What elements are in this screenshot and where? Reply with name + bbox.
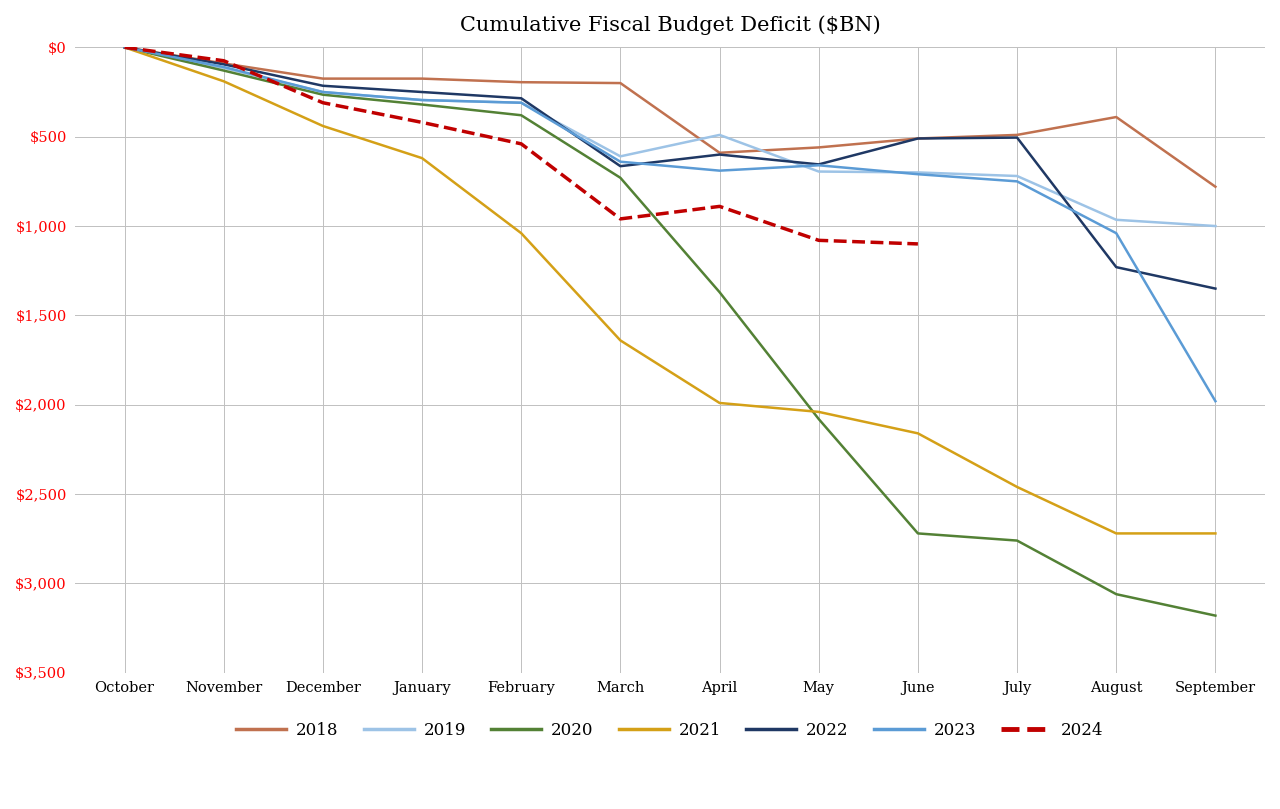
2022: [910, 133, 925, 143]
2023: [116, 43, 132, 53]
2019: [613, 151, 628, 161]
2022: [216, 60, 232, 70]
2020: [613, 173, 628, 183]
2023: [910, 169, 925, 179]
2019: [1108, 215, 1124, 225]
2022: [315, 81, 330, 91]
2023: [812, 160, 827, 170]
2021: [613, 336, 628, 345]
2023: [1108, 228, 1124, 238]
2019: [1010, 172, 1025, 181]
2018: [315, 74, 330, 83]
2021: [812, 407, 827, 417]
2021: [910, 429, 925, 438]
Title: Cumulative Fiscal Budget Deficit ($BN): Cumulative Fiscal Budget Deficit ($BN): [460, 15, 881, 35]
2019: [415, 95, 430, 105]
2020: [1010, 536, 1025, 545]
2020: [513, 110, 529, 120]
2019: [712, 130, 727, 140]
2019: [116, 43, 132, 53]
2022: [712, 150, 727, 159]
2018: [712, 148, 727, 158]
2022: [1108, 262, 1124, 272]
2022: [513, 93, 529, 103]
Legend: 2018, 2019, 2020, 2021, 2022, 2023, 2024: 2018, 2019, 2020, 2021, 2022, 2023, 2024: [229, 715, 1110, 746]
2018: [1010, 130, 1025, 140]
2019: [513, 98, 529, 108]
2018: [513, 78, 529, 87]
Line: 2018: 2018: [124, 48, 1216, 187]
Line: 2022: 2022: [124, 48, 1216, 289]
2021: [1108, 528, 1124, 538]
2023: [613, 157, 628, 167]
2022: [613, 161, 628, 171]
2018: [415, 74, 430, 83]
2021: [513, 228, 529, 238]
Line: 2024: 2024: [124, 48, 918, 244]
2020: [116, 43, 132, 53]
2024: [812, 235, 827, 245]
2018: [1208, 182, 1224, 192]
2024: [712, 201, 727, 211]
2019: [1208, 221, 1224, 231]
2018: [910, 133, 925, 143]
2022: [1010, 133, 1025, 142]
2018: [812, 142, 827, 152]
2019: [216, 63, 232, 73]
2024: [613, 214, 628, 224]
2021: [1010, 482, 1025, 492]
2023: [415, 95, 430, 105]
2024: [910, 239, 925, 249]
2020: [315, 90, 330, 100]
2024: [216, 56, 232, 66]
2023: [1010, 176, 1025, 186]
2018: [1108, 112, 1124, 122]
2023: [513, 98, 529, 108]
2022: [1208, 284, 1224, 294]
2021: [116, 43, 132, 53]
2024: [513, 139, 529, 149]
2022: [415, 87, 430, 97]
2023: [315, 87, 330, 97]
2020: [415, 100, 430, 109]
2022: [116, 43, 132, 53]
2023: [1208, 396, 1224, 406]
2021: [1208, 528, 1224, 538]
2020: [712, 287, 727, 297]
2020: [910, 528, 925, 538]
2018: [216, 58, 232, 68]
2021: [415, 153, 430, 163]
2024: [315, 98, 330, 108]
2019: [315, 87, 330, 97]
Line: 2021: 2021: [124, 48, 1216, 533]
2018: [116, 43, 132, 53]
2019: [910, 167, 925, 177]
2024: [116, 43, 132, 53]
2023: [712, 166, 727, 176]
2019: [812, 167, 827, 176]
2020: [216, 66, 232, 75]
2018: [613, 78, 628, 88]
Line: 2019: 2019: [124, 48, 1216, 226]
2021: [315, 121, 330, 131]
2024: [415, 117, 430, 127]
Line: 2020: 2020: [124, 48, 1216, 616]
2020: [812, 414, 827, 424]
2021: [216, 76, 232, 86]
2023: [216, 62, 232, 72]
Line: 2023: 2023: [124, 48, 1216, 401]
2021: [712, 398, 727, 408]
2022: [812, 159, 827, 169]
2020: [1208, 611, 1224, 621]
2020: [1108, 589, 1124, 599]
